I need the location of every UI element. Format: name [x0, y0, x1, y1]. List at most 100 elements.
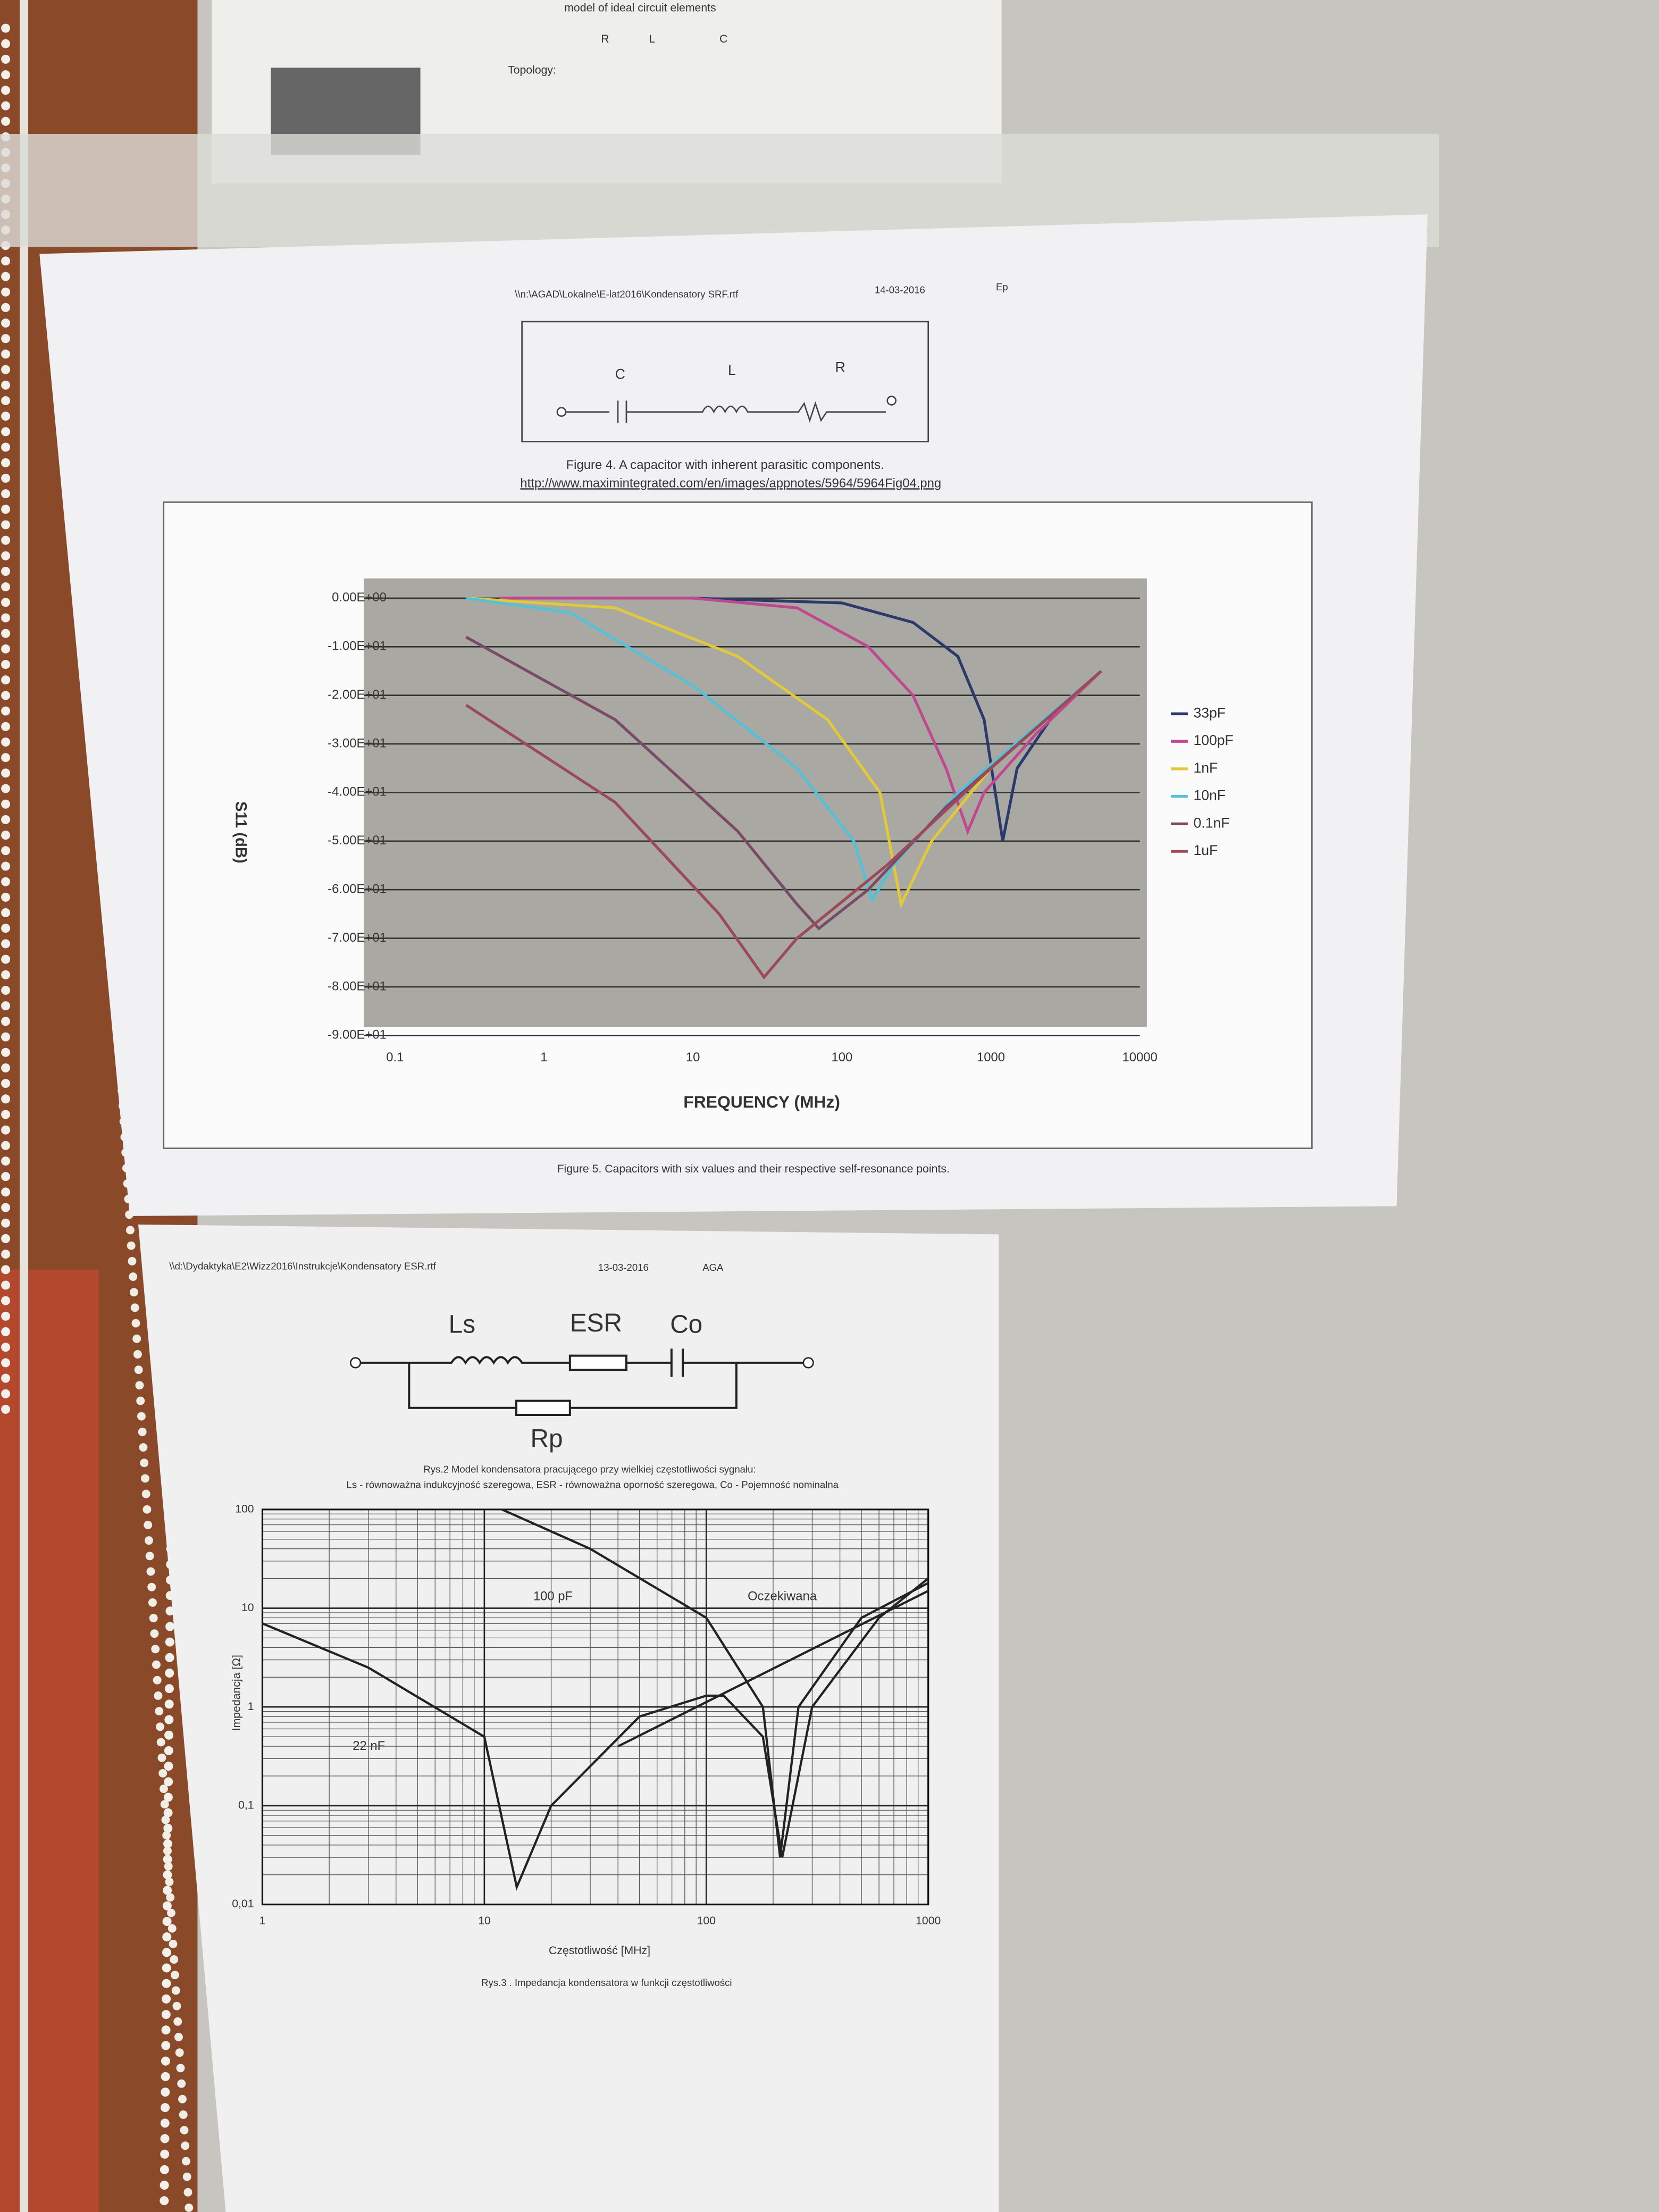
circuit — [359, 1348, 805, 1409]
legend-label: 0.1nF — [1193, 815, 1229, 831]
legend-label: 10nF — [1193, 787, 1225, 803]
resistor — [568, 1354, 627, 1371]
bead — [1, 846, 11, 856]
y-tick-label: 1 — [248, 1700, 254, 1713]
bead — [1, 23, 11, 33]
bead — [170, 1955, 179, 1964]
bead — [1, 1017, 11, 1026]
bead — [1, 1311, 11, 1321]
bead — [1, 970, 11, 979]
bead — [161, 1815, 170, 1824]
bead — [160, 2181, 169, 2190]
bead — [140, 1459, 149, 1468]
bead — [153, 1675, 162, 1685]
terminal — [886, 396, 897, 406]
bead — [1, 1048, 11, 1057]
sheet — [138, 1224, 999, 2212]
file-path: \\n:\AGAD\Lokalne\E-lat2016\Kondensatory… — [515, 288, 739, 299]
series-line — [499, 597, 1102, 835]
bead — [1, 738, 11, 747]
bead — [1, 86, 11, 95]
bead — [161, 2041, 171, 2050]
bead — [164, 1777, 173, 1787]
bead — [1, 1218, 11, 1228]
bead — [178, 2094, 187, 2104]
terminal — [802, 1357, 814, 1369]
x-tick-label: 1000 — [977, 1050, 1005, 1065]
bead — [144, 1536, 153, 1545]
series-line — [617, 1589, 929, 1748]
bead — [1, 116, 11, 126]
author: Ep — [996, 281, 1008, 292]
link[interactable]: http://www.maximintegrated.com/en/images… — [520, 476, 941, 490]
bead — [1, 1110, 11, 1119]
bead — [151, 1645, 160, 1654]
bead — [169, 1939, 178, 1948]
bead — [1, 39, 11, 48]
bead — [171, 1986, 180, 1995]
bead — [1, 939, 11, 949]
bead — [164, 1746, 173, 1755]
bead — [1, 442, 11, 452]
bead — [138, 1427, 147, 1436]
text: R — [601, 33, 609, 45]
x-tick-label: 100 — [697, 1915, 716, 1927]
bead — [1, 101, 11, 111]
bead — [1, 349, 11, 359]
caption: Figure 5. Capacitors with six values and… — [557, 1163, 950, 1175]
bead — [171, 1971, 179, 1980]
bead — [1, 1327, 11, 1336]
bead — [135, 1381, 144, 1390]
bead — [1, 319, 11, 328]
charts: 0.00E+00-1.00E+01-2.00E+01-3.00E+01-4.00… — [232, 590, 1233, 1927]
x-axis-label: Częstotliwość [MHz] — [549, 1945, 650, 1957]
bead — [1, 505, 11, 514]
bead — [1, 768, 11, 778]
bead — [162, 1979, 171, 1988]
bead — [154, 1691, 163, 1700]
y-axis-label: S11 (dB) — [232, 801, 249, 864]
bead — [1, 412, 11, 421]
bead — [127, 1241, 136, 1250]
bead — [1, 892, 11, 902]
bead — [1, 582, 11, 592]
curtain — [0, 1269, 99, 2212]
bead — [145, 1552, 154, 1561]
date: 13-03-2016 — [598, 1262, 649, 1273]
bead — [185, 2203, 194, 2212]
y-tick-label: 10 — [241, 1602, 254, 1614]
circuit-label: Ls — [449, 1310, 475, 1338]
date: 14-03-2016 — [875, 284, 925, 295]
bead — [163, 1823, 173, 1833]
text: L — [649, 33, 655, 45]
bead — [1, 861, 11, 871]
bead — [165, 1878, 174, 1887]
text: Topology: — [508, 64, 556, 76]
bead — [1, 1094, 11, 1104]
bead — [1, 70, 11, 80]
bead — [164, 1715, 174, 1724]
bead — [161, 2056, 170, 2066]
bead — [1, 1389, 11, 1398]
bead — [1, 427, 11, 437]
bead — [1, 567, 11, 576]
circuit-label: Co — [670, 1310, 702, 1338]
bead — [1, 1079, 11, 1088]
bead — [1, 1265, 11, 1275]
series-line — [262, 1577, 929, 1891]
bead — [180, 2126, 189, 2135]
bead — [177, 2079, 186, 2088]
series-line — [466, 597, 1102, 909]
cord — [20, 0, 29, 2212]
terminal — [349, 1357, 362, 1369]
bead — [167, 1908, 175, 1917]
annotation: 22 nF — [353, 1739, 385, 1753]
bead — [1, 1358, 11, 1368]
bead — [155, 1707, 164, 1716]
bead — [1, 613, 11, 623]
bead — [1, 365, 11, 374]
legend-label: 100pF — [1193, 732, 1233, 748]
author: AGA — [702, 1262, 724, 1273]
x-tick-label: 1 — [259, 1915, 266, 1927]
bead — [167, 1924, 177, 1933]
